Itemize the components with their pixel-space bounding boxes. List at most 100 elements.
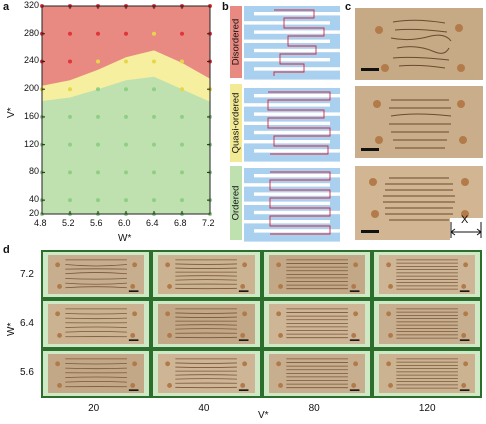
col-label: 80 xyxy=(308,403,320,414)
strip-disordered: Disordered xyxy=(230,6,242,78)
grid-photo-cell xyxy=(263,350,370,396)
phase-diagram xyxy=(40,4,212,216)
grid-photo-cell xyxy=(153,301,260,347)
phase-point xyxy=(124,142,128,147)
y-tick-label: 320 xyxy=(23,0,39,10)
grid-photo-cell xyxy=(373,301,480,347)
channel-wall xyxy=(244,220,330,224)
phase-point xyxy=(124,170,128,175)
channel-wall xyxy=(244,183,330,187)
grid-photo-cell xyxy=(263,301,370,347)
phase-point xyxy=(96,198,100,203)
y-tick-label: 160 xyxy=(23,110,39,121)
row-label: 5.6 xyxy=(20,367,34,379)
phase-point xyxy=(180,31,184,36)
phase-point xyxy=(96,31,100,36)
panel-a-ylabel: V* xyxy=(6,107,17,118)
strip-ordered: Ordered xyxy=(230,166,242,240)
photo-ordered xyxy=(355,166,483,240)
phase-point xyxy=(68,59,72,64)
channel-wall xyxy=(254,30,340,34)
y-tick-label: 240 xyxy=(23,55,39,66)
channel-wall xyxy=(254,174,340,178)
phase-point xyxy=(180,114,184,119)
x-tick-label: 7.2 xyxy=(202,218,215,228)
phase-point xyxy=(180,59,184,64)
x-tick-label: 6.8 xyxy=(174,218,187,228)
y-tick-label: 20 xyxy=(28,208,39,218)
phase-point xyxy=(124,198,128,203)
phase-point xyxy=(152,114,156,119)
phase-point xyxy=(96,142,100,147)
phase-point xyxy=(68,142,72,147)
phase-point xyxy=(180,170,184,175)
panel-d-xlabel: V* xyxy=(258,410,269,421)
phase-point xyxy=(180,198,184,203)
x-tick-label: 6.4 xyxy=(146,218,159,228)
label-quasi-ordered: Quasi-ordered xyxy=(230,92,242,154)
channel-wall xyxy=(254,67,340,71)
channel-wall xyxy=(244,58,330,62)
phase-point xyxy=(124,59,128,64)
panel-a-label: a xyxy=(3,1,10,13)
y-tick-label: 40 xyxy=(28,194,39,205)
panel-b-label: b xyxy=(222,1,229,13)
channel-wall xyxy=(254,48,340,53)
channel-diagrams xyxy=(244,6,340,242)
channel-wall xyxy=(254,192,340,196)
grid-photo-cell xyxy=(373,350,480,396)
x-tick-label: 6.0 xyxy=(118,218,131,228)
col-label: 120 xyxy=(418,403,436,414)
grid-photo-cell xyxy=(43,252,150,298)
photo-disordered xyxy=(355,8,483,80)
y-tick-label: 80 xyxy=(28,166,39,177)
phase-point xyxy=(96,87,100,92)
grid-photo-cell xyxy=(43,301,150,347)
channel-wall xyxy=(254,112,340,116)
channel-wall xyxy=(254,94,340,98)
y-tick-label: 200 xyxy=(23,83,39,94)
channel-wall xyxy=(254,12,340,16)
channel-wall xyxy=(244,21,330,25)
col-label: 40 xyxy=(198,403,210,414)
channel-wall xyxy=(254,210,340,215)
panel-c-label: c xyxy=(345,1,352,13)
grid-photo-cell xyxy=(263,252,370,298)
row-label: 7.2 xyxy=(20,268,34,280)
phase-point xyxy=(68,31,72,36)
trajectory-path xyxy=(269,171,331,235)
y-tick-label: 280 xyxy=(23,27,39,38)
scale-label-x: X xyxy=(461,214,469,226)
channel-wall xyxy=(244,39,330,43)
phase-point xyxy=(68,87,72,92)
panel-d-ylabel: W* xyxy=(6,322,17,336)
row-label: 6.4 xyxy=(20,317,34,329)
phase-point xyxy=(68,114,72,119)
phase-point xyxy=(124,114,128,119)
channel-wall xyxy=(254,229,340,233)
col-label: 20 xyxy=(88,403,100,414)
channel-wall xyxy=(244,103,330,107)
channel-wall xyxy=(244,140,330,144)
phase-point xyxy=(124,31,128,36)
panel-a-xlabel: W* xyxy=(118,233,132,244)
phase-point xyxy=(180,87,184,92)
panel-d-label: d xyxy=(3,244,10,256)
phase-point xyxy=(152,31,156,36)
phase-point xyxy=(152,59,156,64)
photo-quasi-ordered xyxy=(355,86,483,158)
phase-point xyxy=(152,170,156,175)
phase-point xyxy=(68,198,72,203)
label-disordered: Disordered xyxy=(230,18,242,66)
phase-point xyxy=(96,59,100,64)
grid-photo-cell xyxy=(153,350,260,396)
trajectory-path xyxy=(267,91,331,155)
scale-bar xyxy=(361,148,379,151)
strip-quasi-ordered: Quasi-ordered xyxy=(230,84,242,162)
channel-wall xyxy=(244,201,330,205)
label-ordered: Ordered xyxy=(230,185,242,221)
region-disordered xyxy=(42,6,210,86)
phase-point xyxy=(180,142,184,147)
phase-point xyxy=(96,114,100,119)
phase-point xyxy=(152,198,156,203)
